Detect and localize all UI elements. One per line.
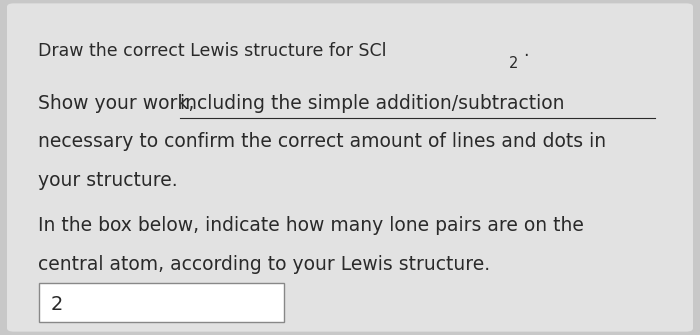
Text: In the box below, indicate how many lone pairs are on the: In the box below, indicate how many lone… bbox=[38, 216, 584, 235]
Text: Draw the correct Lewis structure for SCl: Draw the correct Lewis structure for SCl bbox=[38, 42, 387, 60]
Text: necessary to confirm the correct amount of lines and dots in: necessary to confirm the correct amount … bbox=[38, 132, 607, 151]
Text: including the simple addition/subtraction: including the simple addition/subtractio… bbox=[180, 94, 564, 113]
Text: 2: 2 bbox=[51, 295, 64, 314]
FancyBboxPatch shape bbox=[38, 283, 284, 322]
Text: Show your work,: Show your work, bbox=[38, 94, 201, 113]
Text: central atom, according to your Lewis structure.: central atom, according to your Lewis st… bbox=[38, 255, 491, 274]
Text: 2: 2 bbox=[509, 56, 518, 71]
Text: your structure.: your structure. bbox=[38, 171, 178, 190]
Text: .: . bbox=[524, 42, 529, 60]
